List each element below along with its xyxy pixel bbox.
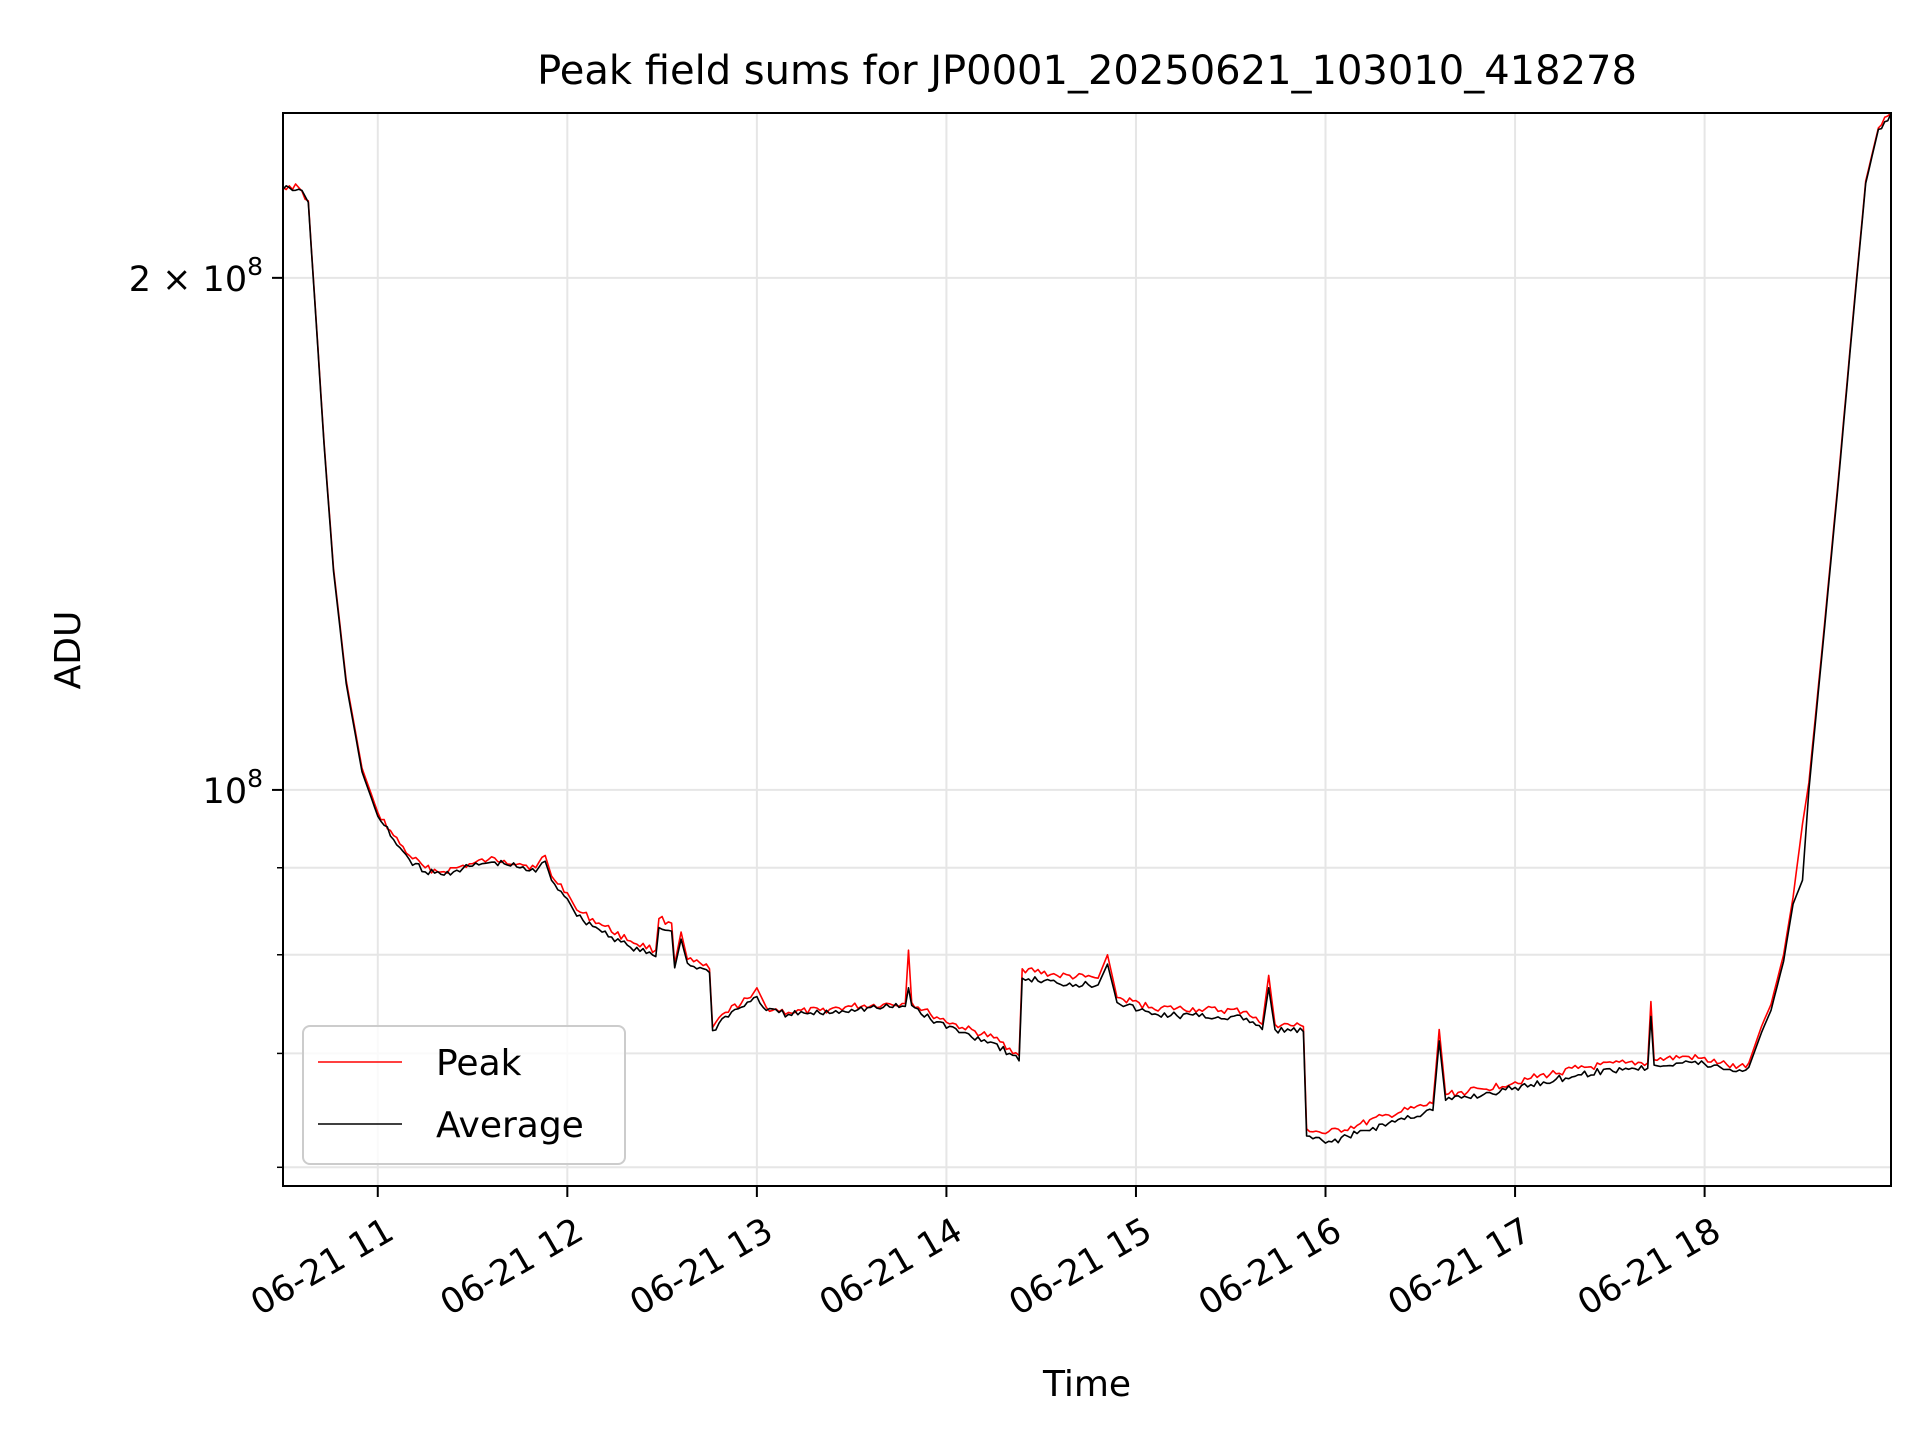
series-line-peak bbox=[283, 113, 1891, 1135]
legend-label-peak: Peak bbox=[436, 1043, 522, 1084]
series-line-average bbox=[283, 113, 1891, 1144]
y-axis-label: ADU bbox=[48, 611, 89, 690]
x-axis-label: Time bbox=[1042, 1364, 1131, 1405]
y-axis-ticks: 2 × 108 108 bbox=[129, 252, 283, 1169]
y-tick-label: 2 × 108 bbox=[129, 252, 263, 300]
legend: Peak Average bbox=[302, 1025, 626, 1165]
plot-frame bbox=[282, 112, 1892, 1187]
legend-label-average: Average bbox=[436, 1105, 584, 1146]
series-layer bbox=[283, 113, 1891, 1144]
legend-box bbox=[302, 1025, 626, 1165]
chart-title: Peak field sums for JP0001_20250621_1030… bbox=[537, 48, 1637, 94]
y-tick-label: 108 bbox=[203, 764, 263, 812]
